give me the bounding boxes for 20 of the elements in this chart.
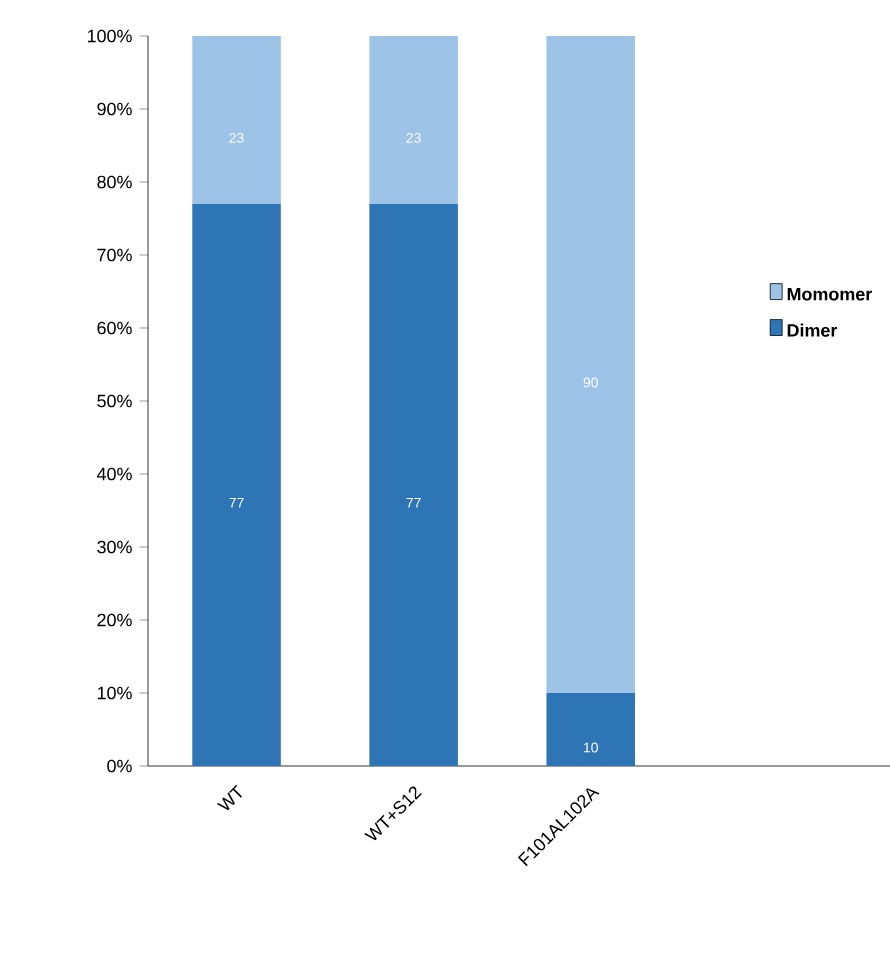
bar [369,35,458,204]
bar [546,35,635,693]
y-tick-label: 90% [97,102,132,116]
y-tick-label: 20% [97,613,132,627]
x-tick-label: WT [216,784,242,811]
y-tick-label: 100% [87,29,132,43]
y-tick-label: 60% [97,321,132,335]
y-tick-label: 10% [97,686,132,700]
y-tick-label: 50% [97,394,132,408]
bar [192,35,281,204]
bar [369,203,458,766]
legend-label: Dimer [787,323,838,337]
bar [192,203,281,766]
y-tick-label: 30% [97,540,132,554]
legend-label: Momomer [787,287,872,301]
bar [546,693,635,766]
y-tick-label: 40% [96,467,132,481]
y-tick-label: 70% [97,248,132,262]
y-tick-label: 80% [97,175,132,189]
y-tick-label: 0% [107,759,132,773]
